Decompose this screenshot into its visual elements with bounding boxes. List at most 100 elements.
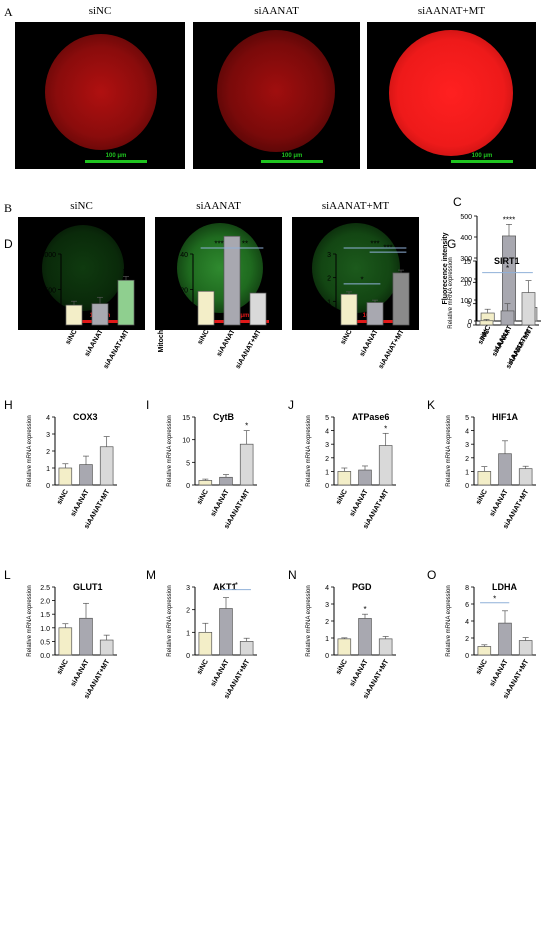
panel-label-j: J — [288, 398, 294, 412]
bar-sinc — [198, 631, 213, 656]
bar-sinc — [65, 304, 83, 326]
bar-sinc — [477, 471, 492, 486]
bar-siaanat-mt — [117, 279, 135, 326]
y-tick-label: 1.0 — [40, 626, 50, 633]
bar-sinc — [197, 290, 215, 326]
y-tick-label: 15 — [463, 259, 471, 266]
y-tick-label: 5 — [325, 415, 329, 422]
significance-label: ** — [123, 267, 129, 276]
x-tick-label: siNC — [335, 659, 349, 676]
y-tick-label: 0.0 — [40, 653, 50, 660]
bar-siaanat — [91, 303, 109, 326]
y-axis-label: Relative mRNA expression — [167, 585, 173, 656]
oocyte-disc — [217, 30, 335, 152]
bar-siaanat-mt — [239, 641, 254, 656]
y-tick-label: 2.5 — [40, 585, 50, 592]
y-axis-label: Relative mRNA expression — [446, 415, 452, 486]
x-tick-label: siAANAT+MT — [103, 328, 131, 370]
x-tick-label: siAANAT — [70, 658, 91, 688]
y-tick-label: 3 — [325, 442, 329, 449]
panel-a-title-sinc: siNC — [88, 5, 112, 17]
y-tick-label: 2 — [325, 456, 329, 463]
x-tick-label: siAANAT — [359, 328, 380, 358]
chart-title-glut1: GLUT1 — [73, 582, 103, 592]
bar-siaanat — [79, 464, 93, 486]
panel-label-b: B — [4, 201, 13, 215]
y-axis-label: Relative mRNA expression — [27, 415, 33, 486]
y-tick-label: 2.0 — [40, 599, 50, 606]
y-tick-label: 1.5 — [40, 612, 50, 619]
y-tick-label: 5 — [186, 460, 190, 467]
y-axis-label: Fluorecence intensity — [442, 232, 449, 304]
y-tick-label: 0 — [465, 653, 469, 660]
y-tick-label: 2 — [186, 608, 190, 615]
bar-sinc — [58, 627, 73, 656]
y-axis-label: Relative mRNA expression — [448, 257, 454, 328]
oocyte-disc — [177, 223, 263, 313]
bar-siaanat — [358, 469, 372, 486]
significance-label: * — [363, 605, 366, 614]
y-tick-label: 3 — [327, 252, 331, 259]
y-axis-label: Relative mRNA expression — [446, 585, 452, 656]
x-tick-label: siAANAT+MT — [235, 328, 263, 370]
bar-siaanat — [502, 235, 516, 322]
y-tick-label: 15 — [182, 415, 190, 422]
y-tick-label: 500 — [460, 214, 472, 221]
x-tick-label: siNC — [475, 489, 489, 506]
bar-siaanat-mt — [249, 292, 267, 326]
y-tick-label: 4 — [465, 429, 469, 436]
bar-siaanat-mt — [521, 292, 536, 326]
bar-siaanat — [358, 618, 372, 656]
panel-label-e: E — [166, 237, 174, 251]
y-axis-label: ATP concentration/pM — [301, 253, 308, 327]
x-tick-label: siAANAT — [84, 328, 105, 358]
bar-sinc — [337, 638, 352, 656]
y-tick-label: 3 — [46, 432, 50, 439]
bar-siaanat-mt — [378, 445, 393, 486]
y-tick-label: 3 — [325, 602, 329, 609]
panel-a-title-siaanat-mt: siAANAT+MT — [417, 5, 486, 17]
bar-sinc — [340, 293, 358, 326]
micrograph-a-sinc: 100 μm — [15, 22, 185, 169]
y-axis-label: Relative mRNA expression — [167, 415, 173, 486]
bar-siaanat — [500, 310, 515, 326]
y-tick-label: 6 — [465, 602, 469, 609]
y-tick-label: 0 — [186, 653, 190, 660]
significance-label: * — [506, 264, 509, 273]
chart-title-atpase6: ATPase6 — [352, 412, 389, 422]
panel-label-m: M — [146, 568, 156, 582]
chart-title-akt1: AKT1 — [213, 582, 237, 592]
y-tick-label: 2 — [327, 276, 331, 283]
x-tick-label: siNC — [477, 329, 491, 346]
oocyte-disc — [42, 225, 124, 311]
x-tick-label: siNC — [335, 489, 349, 506]
y-tick-label: 3 — [465, 442, 469, 449]
x-tick-label: siNC — [56, 659, 70, 676]
y-tick-label: 1 — [325, 636, 329, 643]
panel-b-title-sinc: siNC — [70, 200, 93, 212]
significance-label: *** — [214, 240, 223, 249]
y-tick-label: 1 — [46, 466, 50, 473]
x-tick-label: siAANAT — [216, 328, 237, 358]
bar-siaanat-mt — [518, 468, 533, 486]
x-tick-label: siAANAT — [210, 488, 231, 518]
x-tick-label: siNC — [56, 489, 70, 506]
y-tick-label: 10 — [182, 438, 190, 445]
bar-sinc — [479, 320, 494, 326]
y-tick-label: 8 — [465, 585, 469, 592]
bar-siaanat-mt — [518, 640, 533, 656]
bar-siaanat-mt — [239, 443, 254, 486]
y-tick-label: 4 — [465, 619, 469, 626]
bar-siaanat-mt — [99, 639, 114, 656]
y-tick-label: 5 — [467, 302, 471, 309]
bar-siaanat-mt — [392, 272, 410, 326]
micrograph-a-siaanat: 100 μm — [193, 22, 360, 169]
panel-label-l: L — [4, 568, 11, 582]
x-tick-label: siNC — [196, 489, 210, 506]
significance-label: *** — [370, 240, 379, 249]
y-tick-label: 3 — [186, 585, 190, 592]
y-tick-label: 1 — [325, 469, 329, 476]
bar-siaanat — [498, 453, 512, 486]
y-tick-label: 100 — [460, 298, 472, 305]
